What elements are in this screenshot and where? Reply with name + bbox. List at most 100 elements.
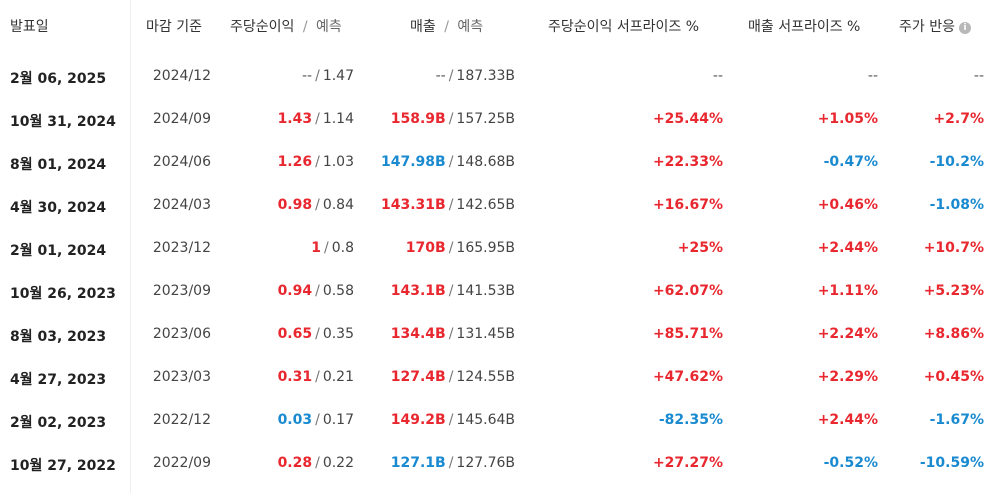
revenue-actual: 143.1B [390,283,446,299]
eps-forecast: 1.47 [322,68,354,84]
header-separator: / [302,19,308,35]
header-revenue-label: 매출 [410,19,436,35]
revenue-surprise: +2.44% [817,412,878,428]
revenue-forecast: 141.53B [456,283,515,299]
value-separator: / [448,326,454,342]
eps-cell: 1.26/1.03 [278,154,354,170]
revenue-surprise: +2.29% [817,369,878,385]
fiscal-period: 2024/06 [152,154,211,170]
header-separator: / [444,19,449,35]
table-row: 8월 01, 2024 2024/06 1.26/1.03 147.98B/148.6… [0,141,1006,184]
eps-actual: 0.03 [277,412,313,428]
eps-cell: 0.31/0.21 [278,369,354,385]
eps-surprise: +47.62% [652,369,723,385]
eps-forecast: 0.22 [322,455,354,471]
header-eps-surprise[interactable]: 주당순이익 서프라이즈 % [548,19,700,35]
eps-forecast: 0.35 [322,326,354,342]
revenue-actual: 143.31B [380,197,446,213]
info-icon[interactable]: i [958,22,971,34]
revenue-cell: 170B/165.95B [406,240,515,256]
table-header: 발표일 마감 기준 주당순이익 / 예측 매출 / 예측 주당순이익 서프라이즈… [0,0,1006,50]
revenue-surprise: +2.44% [817,240,878,256]
price-reaction: -1.08% [929,197,984,213]
release-date: 2월 02, 2023 [10,415,107,431]
header-eps[interactable]: 주당순이익 / 예측 [230,16,342,36]
price-reaction: +10.7% [923,240,984,256]
eps-actual: 0.28 [277,455,313,471]
eps-cell: 0.94/0.58 [278,283,354,299]
revenue-cell: 143.1B/141.53B [391,283,515,299]
price-reaction: +0.45% [923,369,984,385]
revenue-forecast: 165.95B [456,240,515,256]
revenue-cell: 134.4B/131.45B [391,326,515,342]
revenue-actual: 149.2B [390,412,446,428]
fiscal-period: 2023/06 [152,326,211,342]
price-reaction: -1.67% [929,412,984,428]
eps-actual: 1 [311,240,322,256]
header-revenue[interactable]: 매출 / 예측 [410,16,483,36]
eps-cell: 0.03/0.17 [278,412,354,428]
revenue-surprise: +0.46% [817,197,878,213]
fiscal-period: 2023/12 [152,240,211,256]
eps-surprise: +16.67% [652,197,723,213]
value-separator: / [315,68,320,84]
release-date: 4월 27, 2023 [10,372,107,388]
revenue-surprise: -0.52% [823,455,878,471]
eps-forecast: 1.03 [322,154,354,170]
eps-surprise: +22.33% [652,154,723,170]
value-separator: / [315,111,320,127]
release-date: 10월 26, 2023 [10,286,116,302]
revenue-cell: 127.4B/124.55B [391,369,515,385]
price-reaction: -- [973,68,984,84]
revenue-actual: 134.4B [390,326,446,342]
value-separator: / [448,412,454,428]
header-revenue-surprise[interactable]: 매출 서프라이즈 % [748,19,861,35]
eps-cell: 1/0.8 [311,240,354,256]
header-price-reaction[interactable]: 주가 반응 i [899,16,971,36]
value-separator: / [448,455,454,471]
eps-actual: 1.43 [277,111,313,127]
table-row: 2월 06, 2025 2024/12 --/1.47 --/187.33B -- -- -… [0,55,1006,98]
eps-forecast: 0.58 [322,283,354,299]
revenue-forecast: 157.25B [456,111,515,127]
value-separator: / [315,283,320,299]
table-row: 4월 30, 2024 2024/03 0.98/0.84 143.31B/142.6… [0,184,1006,227]
release-date: 10월 27, 2022 [10,458,116,474]
release-date: 8월 03, 2023 [10,329,107,345]
header-eps-label: 주당순이익 [230,19,295,35]
revenue-forecast: 127.76B [456,455,515,471]
release-date: 8월 01, 2024 [10,157,107,173]
release-date: 10월 31, 2024 [10,114,116,130]
eps-surprise: +27.27% [652,455,723,471]
price-reaction: +2.7% [933,111,984,127]
header-eps-forecast: 예측 [316,19,342,35]
value-separator: / [315,197,320,213]
revenue-surprise: +2.24% [817,326,878,342]
revenue-surprise: +1.05% [817,111,878,127]
price-reaction: -10.2% [929,154,984,170]
value-separator: / [448,369,454,385]
revenue-surprise: +1.11% [817,283,878,299]
value-separator: / [448,240,454,256]
table-row: 2월 02, 2023 2022/12 0.03/0.17 149.2B/145.64… [0,399,1006,442]
eps-surprise: -82.35% [658,412,723,428]
revenue-cell: 147.98B/148.68B [381,154,515,170]
revenue-actual: -- [435,68,446,84]
header-date[interactable]: 발표일 [10,19,49,35]
revenue-forecast: 142.65B [456,197,515,213]
table-row: 10월 31, 2024 2024/09 1.43/1.14 158.9B/157.2… [0,98,1006,141]
table-row: 4월 27, 2023 2023/03 0.31/0.21 127.4B/124.55… [0,356,1006,399]
revenue-forecast: 148.68B [456,154,515,170]
eps-surprise: -- [712,68,723,84]
header-period[interactable]: 마감 기준 [146,19,202,35]
eps-forecast: 0.8 [331,240,354,256]
revenue-cell: --/187.33B [436,68,515,84]
price-reaction: +5.23% [923,283,984,299]
price-reaction: +8.86% [923,326,984,342]
eps-cell: 0.65/0.35 [278,326,354,342]
revenue-actual: 127.4B [390,369,446,385]
eps-actual: 0.98 [277,197,313,213]
column-divider [130,0,131,493]
revenue-actual: 170B [405,240,446,256]
revenue-cell: 149.2B/145.64B [391,412,515,428]
